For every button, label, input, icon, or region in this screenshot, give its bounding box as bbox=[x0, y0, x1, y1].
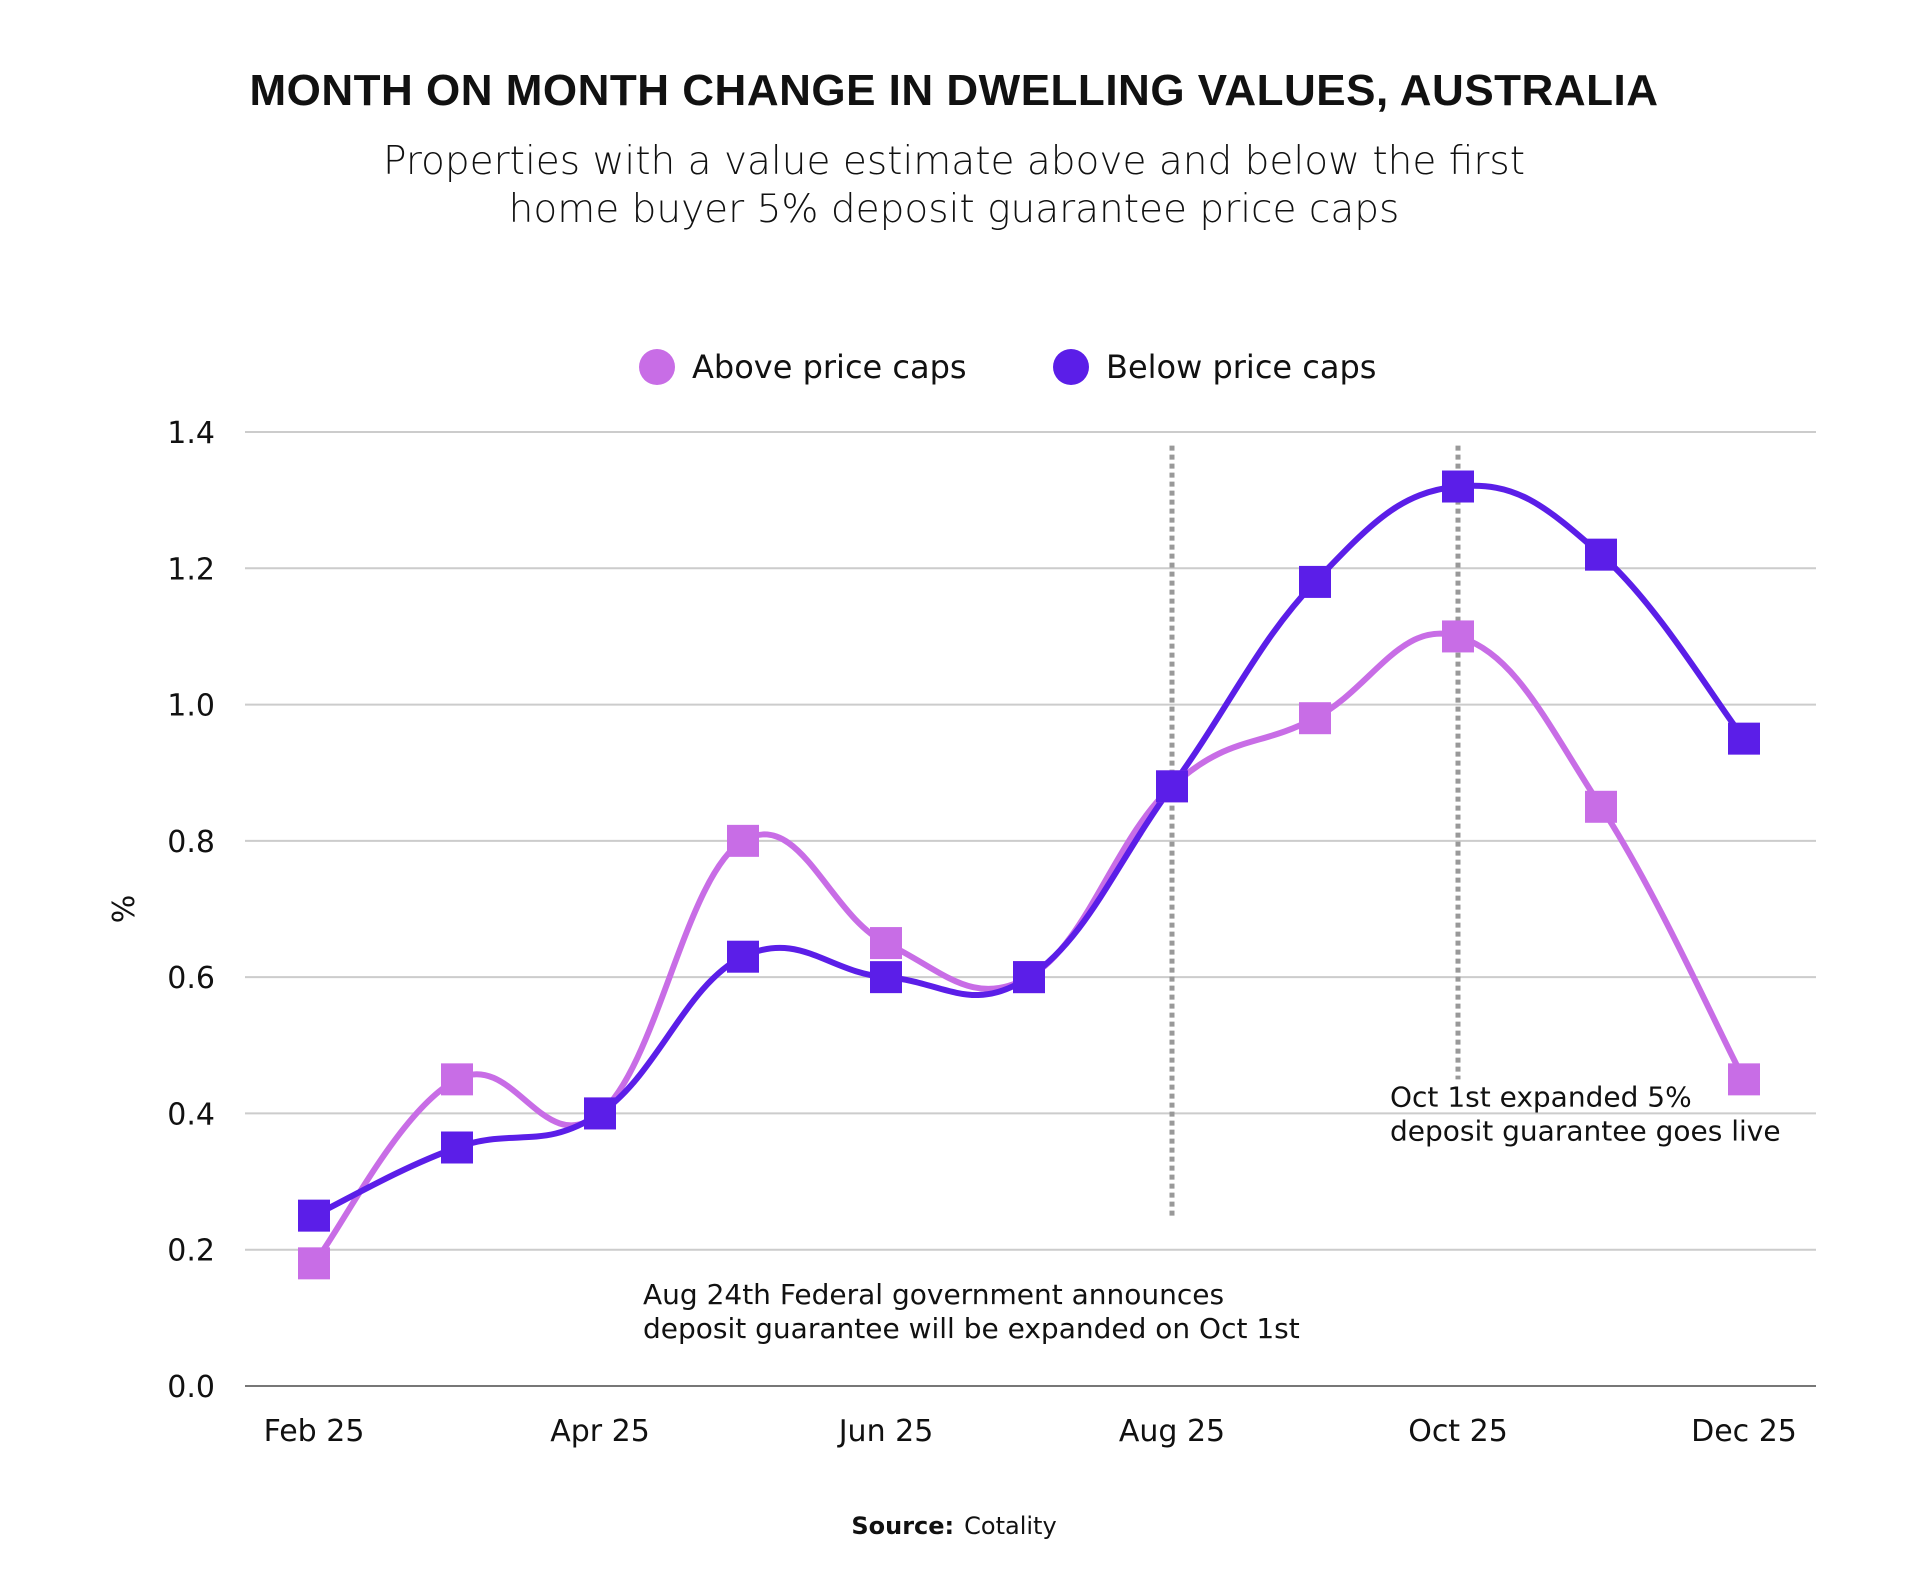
y-tick-label: 0.0 bbox=[167, 1370, 215, 1405]
data-point-below bbox=[870, 961, 902, 994]
chart-title: MONTH ON MONTH CHANGE IN DWELLING VALUES… bbox=[249, 66, 1659, 115]
data-point-above bbox=[870, 927, 902, 960]
data-point-below bbox=[584, 1097, 616, 1130]
data-point-below bbox=[1442, 470, 1474, 503]
y-tick-label: 1.0 bbox=[167, 689, 215, 724]
data-point-above bbox=[1442, 620, 1474, 653]
y-tick-label: 0.4 bbox=[167, 1097, 215, 1132]
y-tick-label: 1.4 bbox=[167, 416, 215, 451]
data-point-below bbox=[1585, 538, 1617, 571]
x-tick-label: Oct 25 bbox=[1408, 1414, 1508, 1449]
subtitle-line-2: home buyer 5% deposit guarantee price ca… bbox=[508, 187, 1400, 232]
legend-marker bbox=[639, 349, 675, 385]
y-axis-label: % bbox=[107, 895, 142, 924]
data-point-above bbox=[1728, 1063, 1760, 1096]
annotation-text: Oct 1st expanded 5% bbox=[1390, 1081, 1692, 1114]
data-point-above bbox=[441, 1063, 473, 1096]
data-point-below bbox=[441, 1131, 473, 1164]
source-note: Source: Cotality bbox=[0, 1512, 1908, 1540]
data-point-below bbox=[298, 1199, 330, 1232]
data-point-below bbox=[1728, 722, 1760, 755]
x-tick-label: Jun 25 bbox=[837, 1414, 934, 1449]
source-label: Source: bbox=[851, 1512, 955, 1540]
data-point-above bbox=[1299, 702, 1331, 735]
data-point-above bbox=[298, 1247, 330, 1280]
source-value: Cotality bbox=[964, 1512, 1057, 1540]
series-line-below bbox=[312, 482, 1747, 1219]
series-line-above bbox=[311, 630, 1747, 1266]
data-point-below bbox=[1156, 770, 1188, 803]
chart-subtitle: Properties with a value estimate above a… bbox=[0, 138, 1908, 234]
annotation-text: Aug 24th Federal government announces bbox=[643, 1278, 1224, 1311]
subtitle-line-1: Properties with a value estimate above a… bbox=[383, 139, 1525, 184]
y-tick-label: 0.8 bbox=[167, 825, 215, 860]
legend-marker bbox=[1053, 349, 1089, 385]
x-tick-label: Dec 25 bbox=[1691, 1414, 1797, 1449]
y-tick-label: 1.2 bbox=[167, 552, 215, 587]
annotation-text: deposit guarantee goes live bbox=[1390, 1115, 1781, 1148]
x-tick-label: Apr 25 bbox=[550, 1414, 650, 1449]
y-tick-label: 0.2 bbox=[167, 1234, 215, 1269]
data-point-below bbox=[1299, 565, 1331, 598]
x-tick-label: Aug 25 bbox=[1119, 1414, 1225, 1449]
annotation-text: deposit guarantee will be expanded on Oc… bbox=[643, 1312, 1300, 1345]
legend-label: Below price caps bbox=[1106, 348, 1376, 386]
legend-label: Above price caps bbox=[692, 348, 967, 386]
data-point-below bbox=[1013, 961, 1045, 994]
x-tick-label: Feb 25 bbox=[264, 1414, 365, 1449]
data-point-above bbox=[727, 824, 759, 857]
y-tick-label: 0.6 bbox=[167, 961, 215, 996]
data-point-above bbox=[1585, 790, 1617, 823]
data-point-below bbox=[727, 940, 759, 973]
